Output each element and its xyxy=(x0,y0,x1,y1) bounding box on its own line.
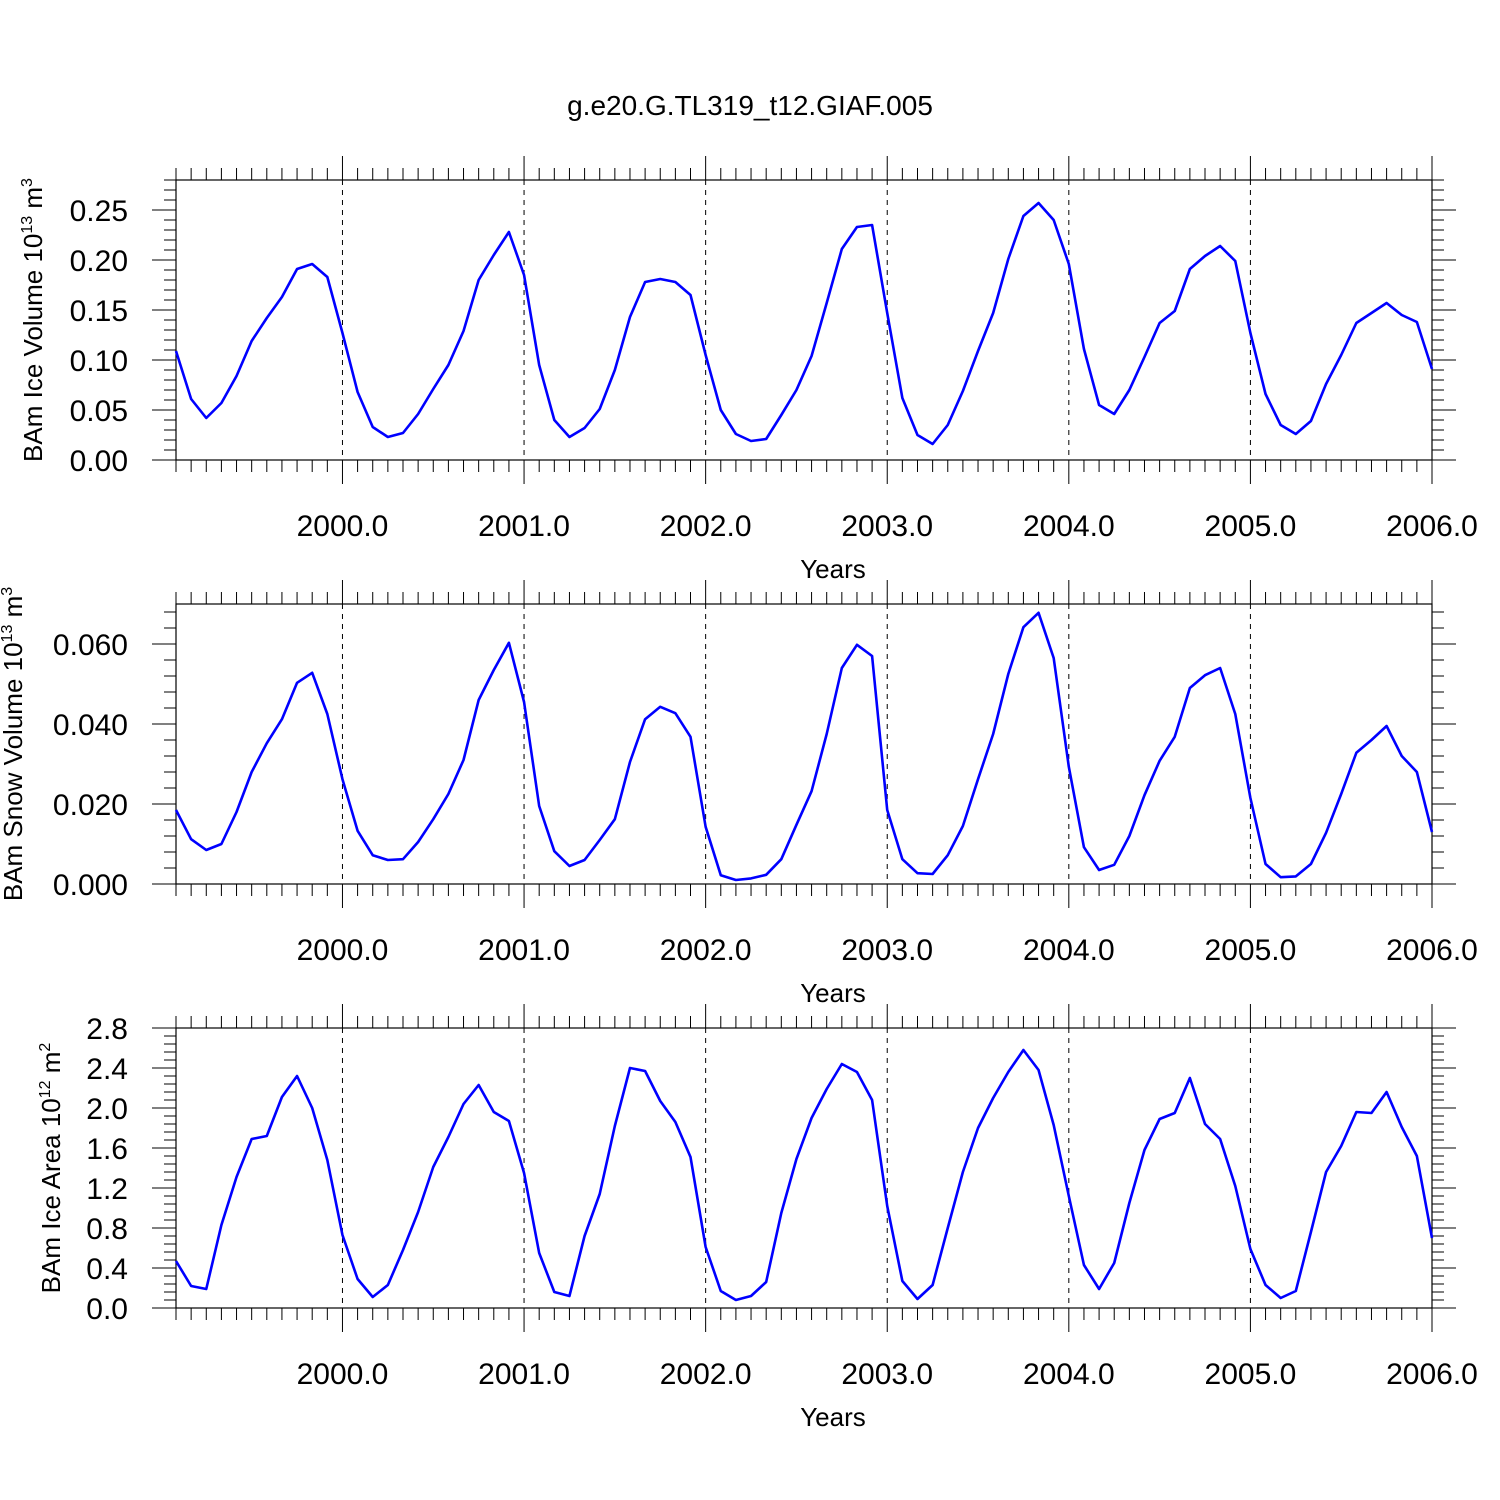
y-tick-label: 0.0 xyxy=(86,1293,128,1326)
y-tick-label: 0.060 xyxy=(53,629,128,662)
x-tick-label: 2002.0 xyxy=(660,934,752,967)
panel-1: 0.00 0.05 0.10 0.15 0.20 0.25 2000.0 2001.0 2002… xyxy=(18,156,1478,584)
y-axis-label-exponent: 12 xyxy=(37,1080,54,1098)
y-tick-label: 0.00 xyxy=(70,445,128,478)
y-axis-label-exponent: 13 xyxy=(0,625,16,643)
y-tick-label: 0.000 xyxy=(53,869,128,902)
y-tick-label: 0.15 xyxy=(70,295,128,328)
series-line xyxy=(174,611,1434,882)
x-tick-label: 2004.0 xyxy=(1023,934,1115,967)
x-tick-label: 2001.0 xyxy=(478,510,570,543)
y-tick-label: 0.020 xyxy=(53,789,128,822)
y-axis-label: BAm Ice Area 1012 m2 xyxy=(36,1043,66,1294)
y-axis-label-exponent: 13 xyxy=(19,216,36,234)
x-tick-label: 2006.0 xyxy=(1386,934,1478,967)
y-axis-label: BAm Ice Volume 1013 m3 xyxy=(18,178,48,462)
plot-frame xyxy=(175,603,1433,885)
y-tick-label: 1.6 xyxy=(86,1133,128,1166)
series-line xyxy=(174,1048,1434,1302)
y-axis-label-unit-exponent: 2 xyxy=(37,1043,54,1052)
y-tick-label: 0.4 xyxy=(86,1253,128,1286)
y-axis-label-text: BAm Ice Volume 10 xyxy=(18,234,48,462)
y-axis-label-unit-exponent: 3 xyxy=(19,178,36,187)
y-axis-label-unit: m xyxy=(36,1052,66,1081)
y-tick-label: 0.8 xyxy=(86,1213,128,1246)
panel-2: 0.000 0.020 0.040 0.060 2000.0 2001.0 2002.0 20… xyxy=(0,580,1478,1008)
x-tick-label: 2000.0 xyxy=(297,510,389,543)
x-tick-label: 2004.0 xyxy=(1023,1358,1115,1391)
plot-frame xyxy=(175,1027,1433,1309)
y-tick-label: 0.05 xyxy=(70,395,128,428)
x-tick-label: 2002.0 xyxy=(660,510,752,543)
y-tick-label: 2.4 xyxy=(86,1053,128,1086)
x-tick-label: 2003.0 xyxy=(841,934,933,967)
y-tick-label: 0.040 xyxy=(53,709,128,742)
x-axis-label: Years xyxy=(800,1402,866,1432)
y-axis-label-text: BAm Ice Area 10 xyxy=(36,1098,66,1293)
x-tick-label: 2002.0 xyxy=(660,1358,752,1391)
x-tick-label: 2001.0 xyxy=(478,934,570,967)
y-axis-label-unit: m xyxy=(18,187,48,216)
series-line xyxy=(174,201,1434,446)
x-tick-label: 2005.0 xyxy=(1205,934,1297,967)
y-axis-label-unit-exponent: 3 xyxy=(0,587,16,596)
x-axis-label: Years xyxy=(800,554,866,584)
y-axis-label-text: BAm Snow Volume 10 xyxy=(0,642,28,901)
panel-3: 0.0 0.4 0.8 1.2 1.6 2.0 2.4 2.8 2000.0 2001.0 2002… xyxy=(36,1004,1478,1432)
y-tick-label: 2.8 xyxy=(86,1013,128,1046)
x-tick-label: 2006.0 xyxy=(1386,1358,1478,1391)
y-tick-label: 0.20 xyxy=(70,245,128,278)
x-axis-label: Years xyxy=(800,978,866,1008)
x-tick-label: 2000.0 xyxy=(297,1358,389,1391)
x-tick-label: 2005.0 xyxy=(1205,510,1297,543)
plot-frame xyxy=(175,179,1433,461)
y-tick-label: 0.10 xyxy=(70,345,128,378)
y-tick-label: 1.2 xyxy=(86,1173,128,1206)
y-axis-label-unit: m xyxy=(0,596,28,625)
x-tick-label: 2006.0 xyxy=(1386,510,1478,543)
x-tick-label: 2004.0 xyxy=(1023,510,1115,543)
y-axis-label: BAm Snow Volume 1013 m3 xyxy=(0,587,28,901)
x-tick-label: 2001.0 xyxy=(478,1358,570,1391)
x-tick-label: 2003.0 xyxy=(841,510,933,543)
x-tick-label: 2005.0 xyxy=(1205,1358,1297,1391)
x-tick-label: 2000.0 xyxy=(297,934,389,967)
y-tick-label: 0.25 xyxy=(70,195,128,228)
x-tick-label: 2003.0 xyxy=(841,1358,933,1391)
y-tick-label: 2.0 xyxy=(86,1093,128,1126)
figure-title: g.e20.G.TL319_t12.GIAF.005 xyxy=(567,90,933,121)
